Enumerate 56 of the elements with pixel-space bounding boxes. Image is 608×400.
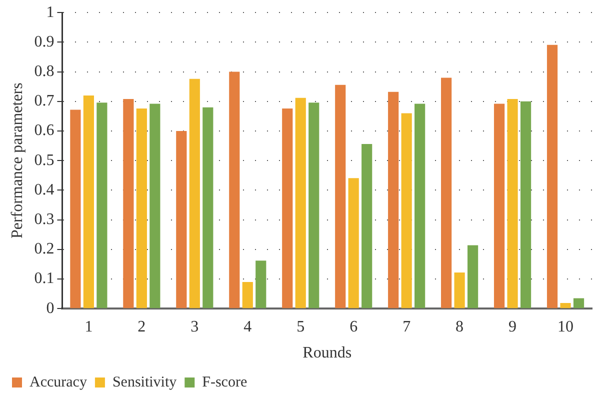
bar bbox=[308, 102, 320, 308]
bar bbox=[189, 78, 200, 308]
x-tick-label: 6 bbox=[350, 318, 358, 336]
bar bbox=[176, 131, 187, 308]
bar bbox=[335, 84, 346, 308]
x-tick-label: 8 bbox=[456, 318, 464, 336]
x-tick-label: 5 bbox=[296, 318, 305, 336]
y-tick-label: 0.5 bbox=[34, 152, 54, 169]
bar bbox=[348, 178, 359, 308]
bar bbox=[295, 98, 306, 308]
bar bbox=[362, 144, 372, 308]
bar bbox=[229, 72, 240, 308]
bar bbox=[573, 298, 584, 308]
y-tick-label: 0 bbox=[46, 300, 54, 317]
x-tick-label: 10 bbox=[558, 318, 574, 336]
bar bbox=[256, 260, 266, 308]
y-tick-label: 0.6 bbox=[34, 122, 54, 140]
bar bbox=[467, 245, 478, 308]
bar bbox=[70, 110, 81, 308]
y-tick-label: 0.2 bbox=[34, 240, 54, 258]
bar bbox=[494, 104, 505, 308]
bar bbox=[441, 78, 452, 308]
bar bbox=[401, 113, 412, 308]
y-tick-label: 0.4 bbox=[34, 181, 54, 198]
bar bbox=[520, 101, 532, 308]
bar bbox=[96, 102, 108, 308]
bar bbox=[282, 108, 293, 308]
x-tick-label: 4 bbox=[244, 318, 252, 336]
x-axis-title: Rounds bbox=[302, 344, 352, 362]
bar bbox=[388, 92, 399, 308]
x-tick-label: 3 bbox=[190, 318, 199, 336]
bar bbox=[560, 302, 571, 308]
y-tick-label: 1 bbox=[46, 4, 54, 21]
x-tick-label: 1 bbox=[84, 318, 93, 336]
x-tick-label: 9 bbox=[508, 318, 517, 336]
legend-label: Accuracy bbox=[30, 374, 88, 390]
y-tick-label: 0.8 bbox=[34, 63, 54, 80]
x-tick-label: 2 bbox=[138, 318, 146, 336]
y-tick-label: 0.1 bbox=[34, 270, 54, 288]
x-tick-label: 7 bbox=[402, 318, 411, 336]
legend-label: Sensitivity bbox=[112, 374, 178, 390]
bar bbox=[546, 44, 558, 308]
y-tick-label: 0.7 bbox=[34, 92, 54, 110]
bar bbox=[507, 99, 518, 308]
bar bbox=[454, 272, 465, 308]
bar bbox=[150, 104, 160, 308]
legend-label: F-score bbox=[202, 374, 248, 390]
bar bbox=[414, 104, 426, 308]
bar bbox=[123, 99, 134, 308]
y-tick-label: 0.3 bbox=[34, 211, 54, 228]
bar bbox=[202, 107, 214, 308]
bar bbox=[242, 282, 253, 308]
y-tick-label: 0.9 bbox=[34, 33, 54, 50]
bar bbox=[83, 95, 94, 308]
y-axis-title: Performance parameters bbox=[8, 82, 26, 239]
bar bbox=[136, 108, 147, 308]
